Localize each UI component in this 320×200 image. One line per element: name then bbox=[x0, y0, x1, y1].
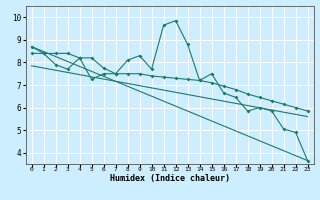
X-axis label: Humidex (Indice chaleur): Humidex (Indice chaleur) bbox=[109, 174, 230, 183]
